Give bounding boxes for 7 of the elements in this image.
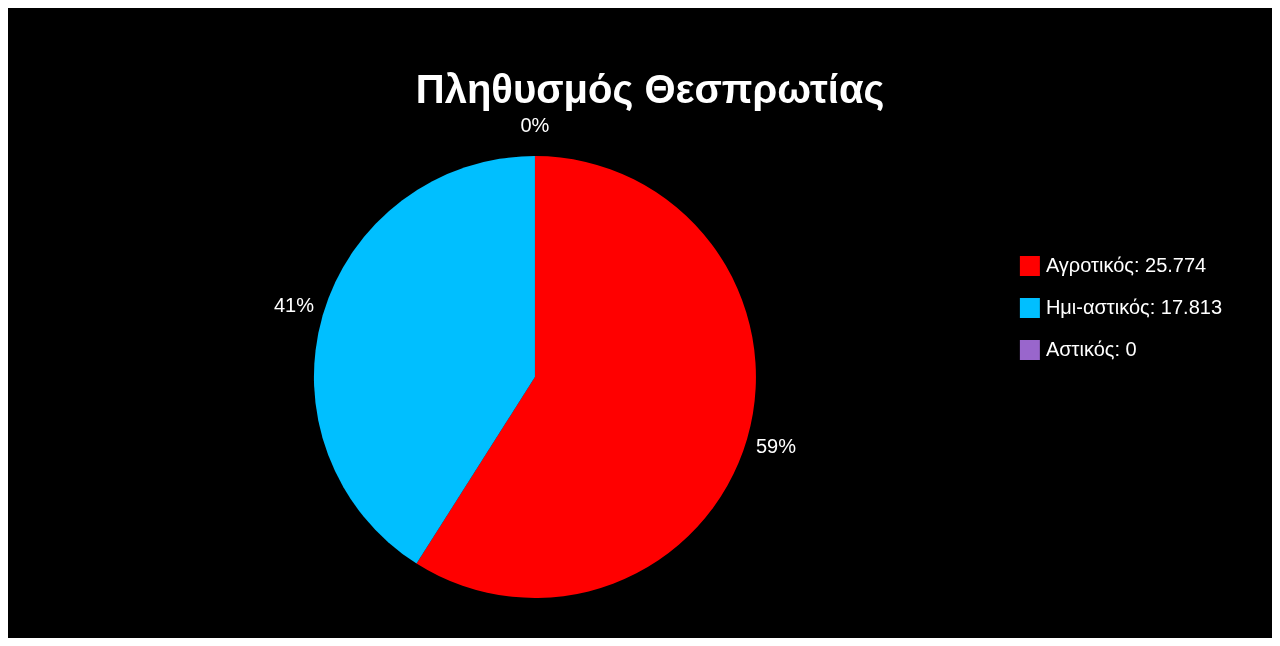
data-label: 59% (755, 434, 797, 457)
legend-label: Αγροτικός: 25.774 (1045, 253, 1207, 276)
legend-label: Ημι-αστικός: 17.813 (1045, 295, 1222, 318)
data-label: 41% (273, 294, 315, 317)
chart-title: Πληθυσμός Θεσπρωτίας (415, 67, 885, 113)
legend-label: Αστικός: 0 (1045, 337, 1137, 360)
text: 0% (520, 113, 550, 136)
